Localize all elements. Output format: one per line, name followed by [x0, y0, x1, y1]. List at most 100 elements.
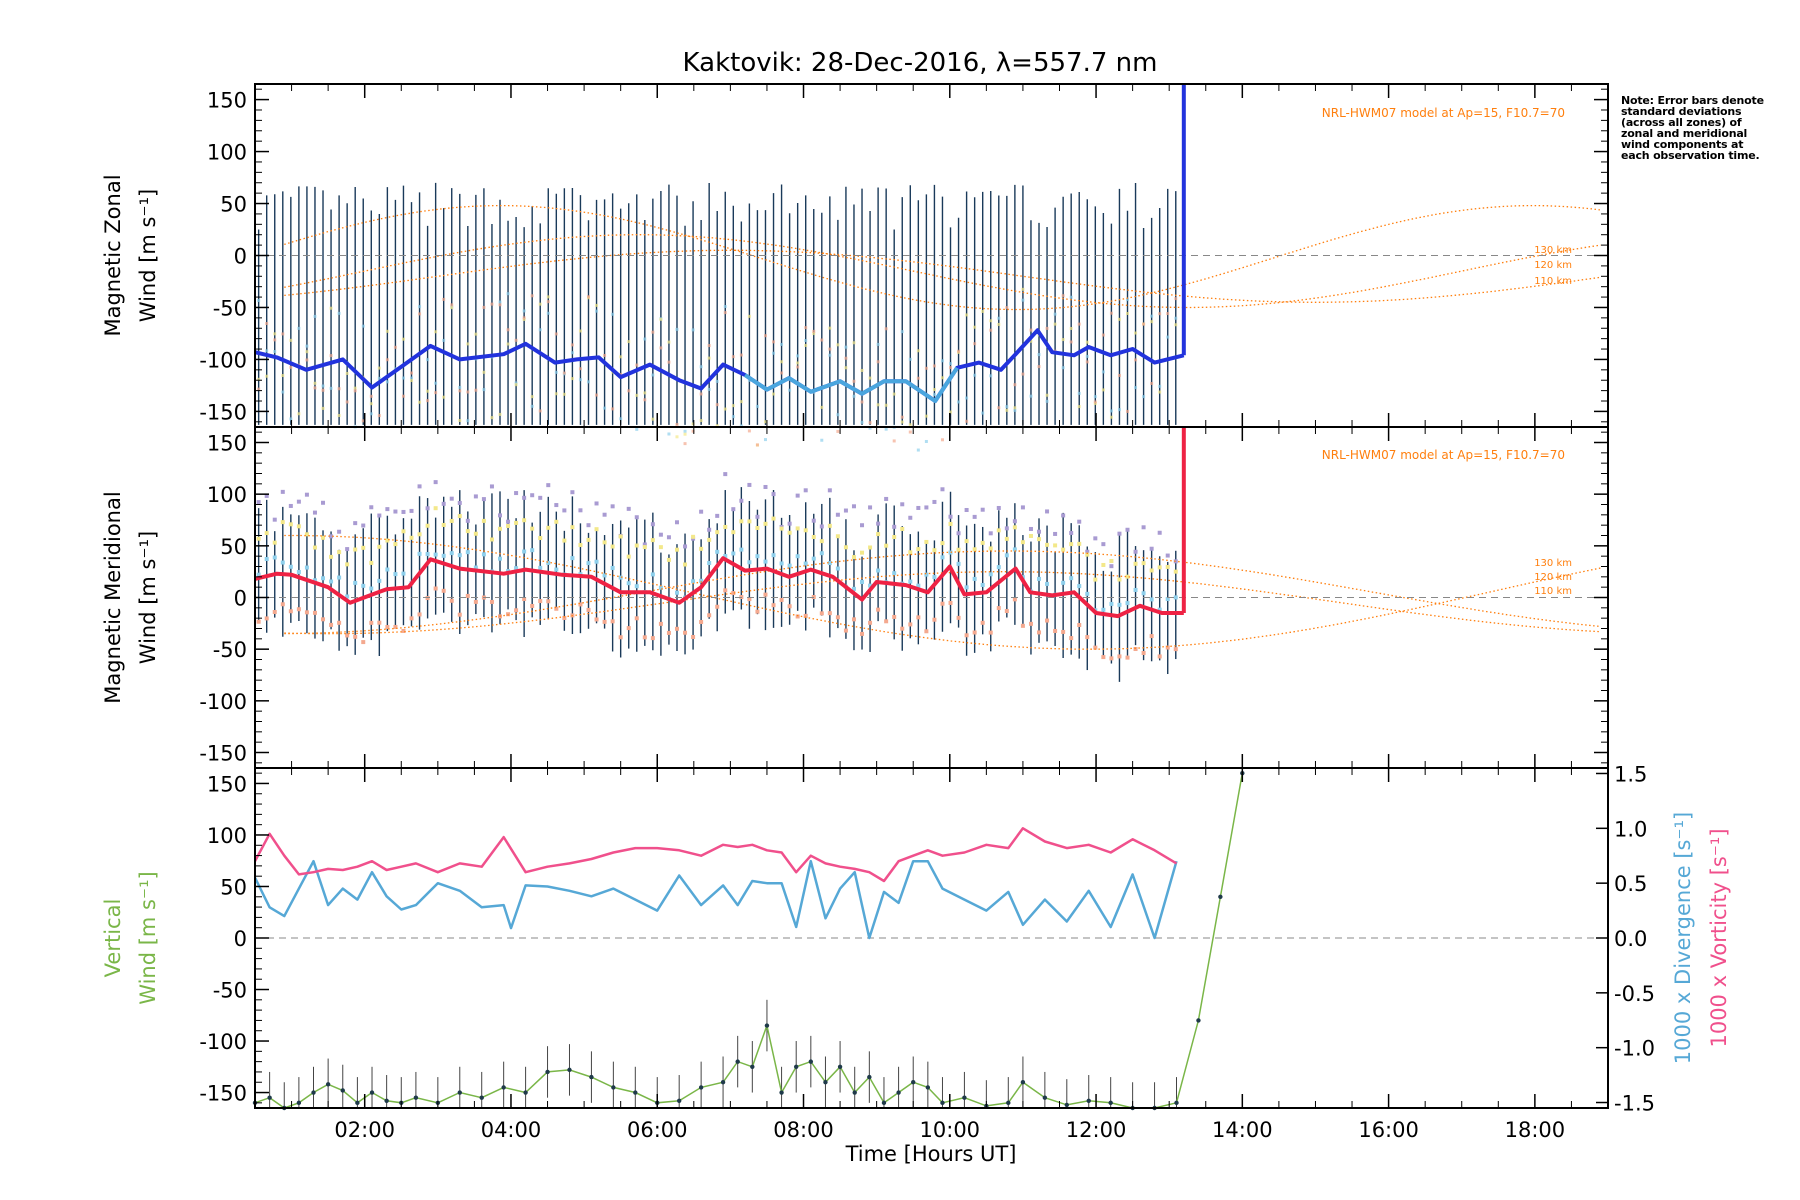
scatter-point — [787, 521, 792, 526]
scatter-point — [892, 524, 897, 529]
y-tick-label: -50 — [213, 296, 247, 320]
vertical-wind-point — [311, 1090, 316, 1095]
scatter-point — [1165, 553, 1170, 558]
scatter-point — [530, 548, 535, 553]
scatter-point — [699, 365, 703, 369]
scatter-point — [570, 343, 574, 347]
scatter-point — [426, 399, 430, 403]
scatter-point — [506, 519, 511, 524]
scatter-point — [651, 373, 655, 377]
y-tick-label: 150 — [207, 89, 247, 113]
scatter-point — [410, 376, 414, 380]
scatter-point — [828, 326, 832, 330]
model-curve — [284, 204, 1601, 311]
scatter-point — [804, 339, 808, 343]
scatter-point — [674, 626, 679, 631]
scatter-point — [1004, 553, 1009, 558]
scatter-point — [828, 353, 832, 357]
scatter-point — [940, 487, 945, 492]
scatter-point — [256, 500, 261, 505]
scatter-point — [884, 427, 888, 431]
scatter-point — [498, 513, 503, 518]
vertical-wind-point — [340, 1088, 345, 1093]
scatter-point — [256, 619, 261, 624]
scatter-point — [377, 376, 381, 380]
scatter-point — [827, 523, 832, 528]
model-label: NRL-HWM07 model at Ap=15, F10.7=70 — [1322, 448, 1565, 462]
error-bar-note: Note: Error bars denote standard deviati… — [1621, 94, 1764, 162]
scatter-point — [361, 419, 365, 423]
scatter-point — [296, 607, 301, 612]
vorticity-line — [253, 827, 1178, 883]
scatter-point — [884, 496, 889, 501]
scatter-point — [803, 528, 808, 533]
scatter-point — [811, 534, 816, 539]
scatter-point — [313, 314, 317, 318]
scatter-point — [860, 631, 865, 636]
y-tick-label: 100 — [207, 824, 247, 848]
x-tick-label: 14:00 — [1212, 1118, 1273, 1142]
scatter-point — [795, 554, 800, 559]
scatter-point — [1028, 526, 1033, 531]
scatter-point — [1142, 322, 1146, 326]
scatter-point — [876, 342, 880, 346]
scatter-point — [996, 528, 1001, 533]
scatter-point — [465, 529, 470, 534]
scatter-point — [1141, 525, 1146, 530]
scatter-point — [788, 388, 792, 392]
scatter-point — [594, 501, 599, 506]
scatter-point — [675, 435, 679, 439]
scatter-point — [482, 370, 486, 374]
scatter-point — [1004, 609, 1009, 614]
scatter-point — [980, 620, 985, 625]
scatter-point — [272, 610, 277, 615]
scatter-point — [1166, 335, 1170, 339]
scatter-point — [514, 491, 519, 496]
scatter-point — [731, 507, 736, 512]
y-tick-label: -100 — [199, 348, 247, 372]
scatter-point — [562, 392, 566, 396]
scatter-point — [1142, 395, 1146, 399]
scatter-point — [972, 547, 977, 552]
scatter-point — [658, 532, 663, 537]
mean-wind-line-segment — [743, 366, 959, 403]
scatter-point — [522, 597, 527, 602]
scatter-point — [1150, 381, 1154, 385]
scatter-point — [1069, 340, 1073, 344]
scatter-point — [1013, 406, 1017, 410]
scatter-point — [997, 316, 1001, 320]
chart-title: Kaktovik: 28-Dec-2016, λ=557.7 nm — [683, 48, 1158, 78]
scatter-point — [546, 599, 551, 604]
scatter-point — [578, 367, 582, 371]
scatter-point — [1013, 383, 1017, 387]
scatter-point — [506, 342, 510, 346]
scatter-point — [1045, 542, 1050, 547]
scatter-point — [932, 393, 936, 397]
scatter-point — [425, 506, 430, 511]
scatter-point — [562, 371, 566, 375]
scatter-point — [353, 389, 357, 393]
scatter-point — [312, 545, 317, 550]
scatter-point — [868, 505, 873, 510]
scatter-point — [369, 560, 374, 565]
scatter-point — [1125, 655, 1130, 660]
scatter-point — [1053, 322, 1057, 326]
scatter-point — [498, 303, 502, 307]
scatter-point — [1093, 400, 1097, 404]
x-tick-label: 04:00 — [481, 1118, 542, 1142]
vertical-wind-point — [764, 1023, 770, 1028]
scatter-point — [739, 353, 743, 357]
scatter-point — [329, 534, 334, 539]
scatter-point — [940, 541, 945, 546]
scatter-point — [1021, 298, 1025, 302]
scatter-point — [297, 412, 301, 416]
scatter-point — [603, 406, 607, 410]
scatter-point — [1109, 409, 1113, 413]
scatter-point — [723, 472, 728, 477]
x-tick-label: 18:00 — [1505, 1118, 1566, 1142]
scatter-point — [538, 495, 543, 500]
scatter-point — [956, 547, 961, 552]
scatter-point — [329, 306, 333, 310]
model-label: NRL-HWM07 model at Ap=15, F10.7=70 — [1322, 106, 1565, 120]
scatter-point — [1053, 543, 1058, 548]
